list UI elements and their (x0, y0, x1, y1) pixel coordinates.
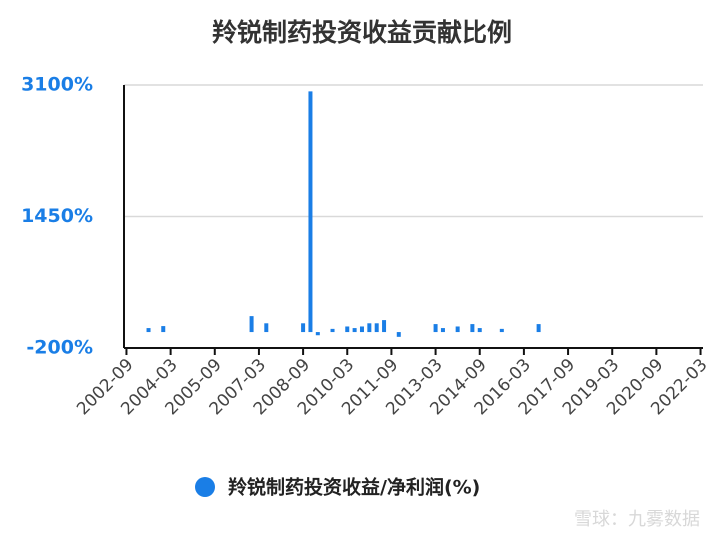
y-tick-label: 3100% (21, 74, 93, 96)
bar (308, 91, 313, 333)
chart-title: 羚锐制药投资收益贡献比例 (212, 18, 512, 47)
bar (146, 328, 151, 333)
bar (433, 324, 438, 333)
bar (477, 328, 482, 333)
bar (161, 326, 166, 333)
bar (345, 326, 350, 333)
bar (359, 326, 364, 333)
legend-marker (195, 477, 215, 497)
bar (536, 324, 541, 333)
bar (374, 323, 379, 333)
bar (455, 326, 460, 333)
bar (249, 316, 254, 333)
bar (315, 332, 320, 336)
bar (264, 323, 269, 333)
legend-label: 羚锐制药投资收益/净利润(%) (228, 476, 480, 499)
bar (440, 328, 445, 333)
bar (470, 324, 475, 333)
bar (382, 320, 387, 333)
watermark: 雪球：九雾数据 (574, 509, 700, 530)
bar (367, 323, 372, 333)
y-tick-label: 1450% (21, 205, 93, 227)
bar (301, 323, 306, 333)
y-tick-label: -200% (26, 337, 93, 359)
bar (396, 332, 401, 337)
bar (499, 328, 504, 333)
bar (352, 328, 357, 333)
bar (330, 328, 335, 333)
